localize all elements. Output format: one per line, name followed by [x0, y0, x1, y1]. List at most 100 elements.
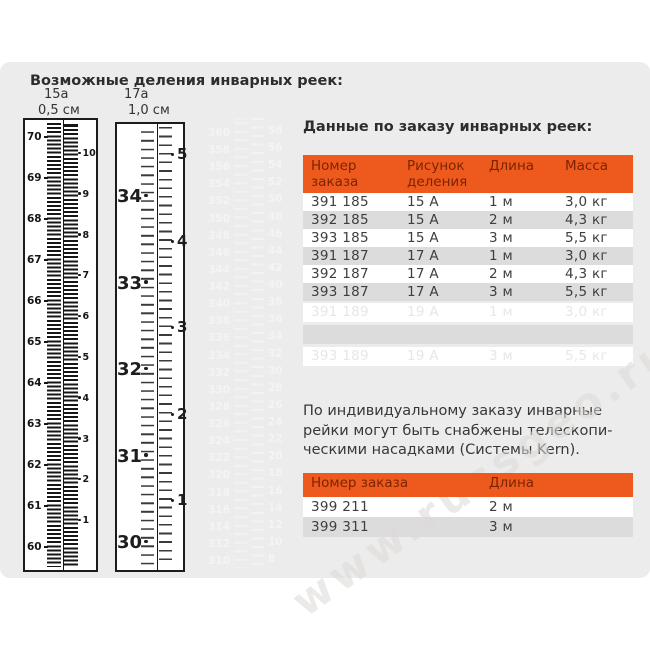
ruler-ghost-left-number: 350	[208, 212, 230, 225]
ruler-15a-right-number: 10	[78, 149, 96, 159]
table-cell: 392 185	[311, 212, 369, 228]
ruler-17a-left-number: 30	[117, 532, 143, 553]
ruler-ghost-right-number: 10	[268, 535, 283, 548]
order-table: Номер заказа Рисунок деления Длина Масса 39…	[303, 155, 633, 368]
ruler-ghost-right-number: 20	[268, 450, 283, 463]
ruler-15a-left-number: 66	[27, 296, 46, 307]
ruler-15a-left-number: 62	[27, 460, 46, 471]
ruler-17a-right-number: 1	[171, 492, 187, 508]
ruler-ghost-left-number: 310	[208, 555, 230, 567]
table-row: 391 185 15 А 1 м 3,0 кг	[303, 193, 633, 211]
right-section-title: Данные по заказу инварных реек:	[303, 119, 593, 135]
ruler-ghost-right-number: 44	[268, 244, 283, 257]
table-cell: 19 А	[407, 348, 439, 364]
table-cell: 19 А	[407, 304, 439, 320]
table-cell: 1 м	[489, 248, 513, 264]
ruler-ghost-left-number: 342	[208, 281, 230, 294]
table-cell: 2 м	[489, 499, 513, 515]
table-cell: 5,5 кг	[565, 230, 608, 246]
table-cell: 17 А	[407, 284, 439, 300]
ruler-15a-right-number: 4	[78, 393, 95, 404]
table-row	[303, 325, 633, 344]
ruler-15a-left-number: 68	[27, 214, 46, 225]
order-table-header: Номер заказа Рисунок деления Длина Масса	[303, 155, 633, 193]
ruler-17a-right-number: 3	[171, 319, 187, 335]
ruler-15a-right-number: 7	[78, 271, 95, 281]
ruler-ghost-right-number: 40	[268, 279, 283, 292]
ruler-ghost-right-number: 46	[268, 227, 283, 240]
ruler-ghost-left-number: 322	[208, 452, 230, 465]
ruler-15a-left-number: 60	[27, 542, 46, 553]
ruler-15a-right-number: 6	[78, 312, 95, 322]
ruler-ghost-left-number: 326	[208, 418, 230, 431]
ruler-ghost-right-number: 36	[268, 313, 283, 326]
ruler-17a-left-number: 33	[117, 272, 143, 294]
ruler-17a-label: 17а	[124, 87, 149, 102]
ruler-ghost-right-number: 56	[268, 142, 283, 155]
ruler-15a-left-number: 61	[27, 501, 46, 512]
ruler-ghost-left-number: 316	[208, 503, 230, 516]
table-cell: 4,3 кг	[565, 212, 608, 228]
table-cell: 393 185	[311, 230, 369, 246]
ruler-15a-right-number: 9	[78, 189, 95, 200]
ruler-ghost-right-number: 24	[268, 416, 283, 429]
table-cell: 1 м	[489, 194, 513, 210]
ruler-ghost-right-number: 38	[268, 296, 283, 309]
table-cell: 3 м	[489, 519, 513, 535]
table-cell: 392 187	[311, 266, 369, 282]
ruler-ghost-right-number: 30	[268, 364, 283, 377]
ruler-ghost-right-number: 18	[268, 467, 283, 480]
table-cell: 3 м	[489, 348, 513, 364]
ruler-ghost-left-number: 338	[208, 315, 230, 328]
column-header: Номер заказа	[311, 475, 409, 491]
ruler-ghost-right-number: 54	[268, 159, 283, 172]
ruler-ghost-left-number: 336	[208, 332, 230, 345]
ruler-ghost-tick-column-right	[251, 118, 264, 568]
ruler-15a-tick-column-left	[47, 123, 61, 567]
ruler-ghost-right-number: 14	[268, 501, 283, 514]
table-cell: 17 А	[407, 248, 439, 264]
note-line-3: ческими насадками (Системы Kern).	[303, 442, 580, 458]
ruler-ghost-left-number: 312	[208, 537, 230, 550]
ruler-17a-division-label: 1,0 см	[128, 103, 170, 118]
ruler-17a-tick-column-left	[141, 127, 154, 567]
ruler-17a-right-number: 4	[171, 233, 187, 249]
ruler-15a-left-number: 70	[27, 132, 46, 143]
ruler-ghost-left-number: 314	[208, 520, 230, 533]
table-cell: 17 А	[407, 266, 439, 282]
table-cell: 393 189	[311, 348, 369, 364]
ruler-ghost-right-number: 50	[268, 193, 283, 206]
ruler-15a-right-number: 8	[78, 230, 95, 241]
ruler-ghost-right-number: 16	[268, 484, 283, 497]
ruler-15a-right-number: 3	[78, 434, 95, 445]
table-row: 392 187 17 А 2 м 4,3 кг	[303, 265, 633, 283]
ruler-15a-label: 15а	[44, 87, 69, 102]
ruler-17a-right-number: 5	[171, 146, 187, 162]
column-header: Длина	[489, 475, 535, 491]
column-header: Рисунок деления	[407, 158, 468, 190]
ruler-15a-left-number: 65	[27, 337, 46, 348]
ruler-15a-left-number: 64	[27, 378, 46, 389]
table-row: 392 185 15 А 2 м 4,3 кг	[303, 211, 633, 229]
ruler-ghost-left-number: 318	[208, 486, 230, 499]
note-line-1: По индивидуальному заказу инварные	[303, 403, 603, 419]
ruler-ghost-left-number: 346	[208, 246, 230, 259]
column-header: Длина	[489, 158, 535, 174]
ruler-ghost-right-number: 26	[268, 398, 283, 411]
ruler-15a-right-number: 2	[78, 475, 95, 485]
table-cell: 3,0 кг	[565, 304, 608, 320]
ruler-ghost-left-number: 358	[208, 144, 230, 157]
table-cell: 2 м	[489, 266, 513, 282]
ruler-ghost-right-number: 52	[268, 176, 283, 189]
ruler-ghost-right-number: 22	[268, 433, 283, 446]
table-cell: 399 311	[311, 519, 369, 535]
ruler-17a-scale: 34 33 32 31 30 5 4 3 2 1	[115, 122, 187, 572]
column-header: Масса	[565, 158, 609, 174]
table-cell: 15 А	[407, 230, 439, 246]
table-cell: 15 А	[407, 194, 439, 210]
ruler-ghost-left-number: 356	[208, 161, 230, 174]
ruler-ghost-left-number: 354	[208, 178, 230, 191]
ruler-ghost-tick-column-left	[234, 118, 247, 568]
table-row: 393 189 19 А 3 м 5,5 кг	[303, 347, 633, 366]
